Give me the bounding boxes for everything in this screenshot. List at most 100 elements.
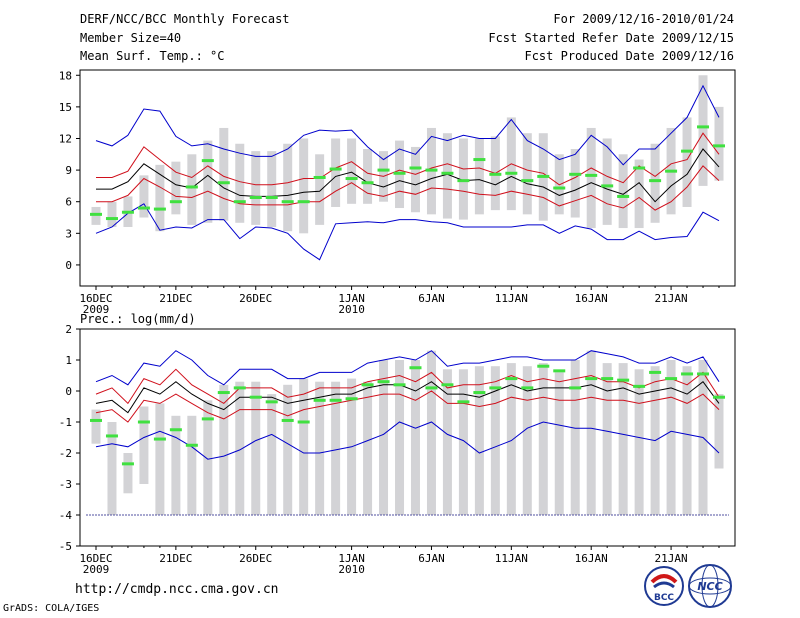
ensemble-box <box>634 369 644 515</box>
ensemble-box <box>650 143 660 223</box>
forecast-period: For 2009/12/16-2010/01/24 <box>553 12 734 26</box>
ensemble-box <box>618 154 628 229</box>
series-min-line <box>95 421 720 460</box>
ensemble-box <box>442 133 452 219</box>
observed-marker <box>121 210 134 214</box>
x-tick-label: 26DEC <box>239 552 272 565</box>
y-tick-label: -3 <box>59 478 72 491</box>
ensemble-box <box>107 422 117 515</box>
observed-marker <box>313 398 326 402</box>
series-lower-line <box>96 165 720 211</box>
ensemble-box <box>267 151 277 227</box>
ensemble-box <box>618 363 628 515</box>
ensemble-box <box>139 175 149 218</box>
y-tick-label: 18 <box>59 69 72 82</box>
x-tick-label: 21JAN <box>655 292 688 305</box>
observed-marker <box>393 171 406 175</box>
observed-marker <box>537 174 550 178</box>
observed-marker <box>521 179 534 183</box>
ensemble-box <box>538 363 548 515</box>
observed-marker <box>409 366 422 370</box>
observed-marker <box>633 166 646 170</box>
observed-marker <box>553 186 566 190</box>
x-tick-label: 6JAN <box>418 292 445 305</box>
ensemble-box <box>123 453 133 494</box>
ensemble-box <box>219 127 229 221</box>
x-tick-label: 26DEC <box>239 292 272 305</box>
observed-marker <box>649 370 662 374</box>
precip-panel-title: Prec.: log(mm/d) <box>80 312 196 326</box>
ensemble-box <box>586 350 596 515</box>
observed-marker <box>249 195 262 199</box>
ensemble-box <box>426 350 436 515</box>
series-median-line <box>95 380 720 414</box>
observed-marker <box>681 372 694 376</box>
ensemble-box <box>251 151 261 225</box>
ensemble-box <box>410 146 420 213</box>
ensemble-box <box>155 164 165 232</box>
y-tick-label: 2 <box>65 323 72 336</box>
ensemble-box <box>506 363 516 515</box>
ensemble-box <box>347 138 357 204</box>
x-year-label: 2009 <box>83 563 110 576</box>
y-tick-label: 12 <box>59 132 72 145</box>
ensemble-box <box>490 366 500 515</box>
observed-marker <box>281 418 294 422</box>
ensemble-box <box>458 138 468 220</box>
observed-marker <box>361 383 374 387</box>
observed-marker <box>521 386 534 390</box>
ensemble-box <box>171 161 181 215</box>
observed-marker <box>313 175 326 179</box>
ensemble-box <box>570 360 580 515</box>
ensemble-box <box>235 381 245 515</box>
ensemble-box <box>235 143 245 223</box>
ensemble-box <box>522 366 532 515</box>
ensemble-box <box>602 138 612 225</box>
x-tick-label: 11JAN <box>495 552 528 565</box>
y-tick-label: 15 <box>59 101 72 114</box>
observed-marker <box>425 386 438 390</box>
ncc-logo: NCC <box>688 564 732 608</box>
observed-marker <box>169 428 182 432</box>
ensemble-box <box>714 106 724 181</box>
observed-marker <box>393 383 406 387</box>
observed-marker <box>697 372 710 376</box>
observed-marker <box>121 462 134 466</box>
observed-marker <box>265 195 278 199</box>
observed-marker <box>505 171 518 175</box>
member-size-label: Member Size=40 <box>80 31 182 45</box>
y-tick-label: 9 <box>65 164 72 177</box>
ensemble-box <box>299 138 309 234</box>
x-tick-label: 21JAN <box>655 552 688 565</box>
ensemble-box <box>586 127 596 229</box>
x-tick-label: 6JAN <box>418 552 445 565</box>
observed-marker <box>201 417 214 421</box>
observed-marker <box>489 386 502 390</box>
observed-marker <box>681 149 694 153</box>
observed-marker <box>201 159 214 163</box>
observed-marker <box>153 207 166 211</box>
ensemble-box <box>554 372 564 515</box>
observed-marker <box>105 434 118 438</box>
x-year-label: 2010 <box>338 563 365 576</box>
series-median-line <box>96 148 720 203</box>
observed-marker <box>233 200 246 204</box>
observed-marker <box>585 377 598 381</box>
ensemble-box <box>442 369 452 515</box>
ensemble-box <box>363 149 373 204</box>
x-tick-label: 1JAN <box>338 552 365 565</box>
ensemble-box <box>299 378 309 515</box>
x-tick-label: 16DEC <box>79 552 112 565</box>
y-tick-label: 3 <box>65 227 72 240</box>
forecast-start-date: Fcst Started Refer Date 2009/12/15 <box>488 31 734 45</box>
series-upper-line <box>96 132 720 186</box>
observed-marker <box>665 377 678 381</box>
observed-marker <box>585 173 598 177</box>
ensemble-box <box>395 360 405 515</box>
y-tick-label: -4 <box>59 509 73 522</box>
observed-marker <box>409 166 422 170</box>
x-tick-label: 16JAN <box>575 552 608 565</box>
observed-marker <box>473 158 486 162</box>
ensemble-box <box>187 415 197 515</box>
